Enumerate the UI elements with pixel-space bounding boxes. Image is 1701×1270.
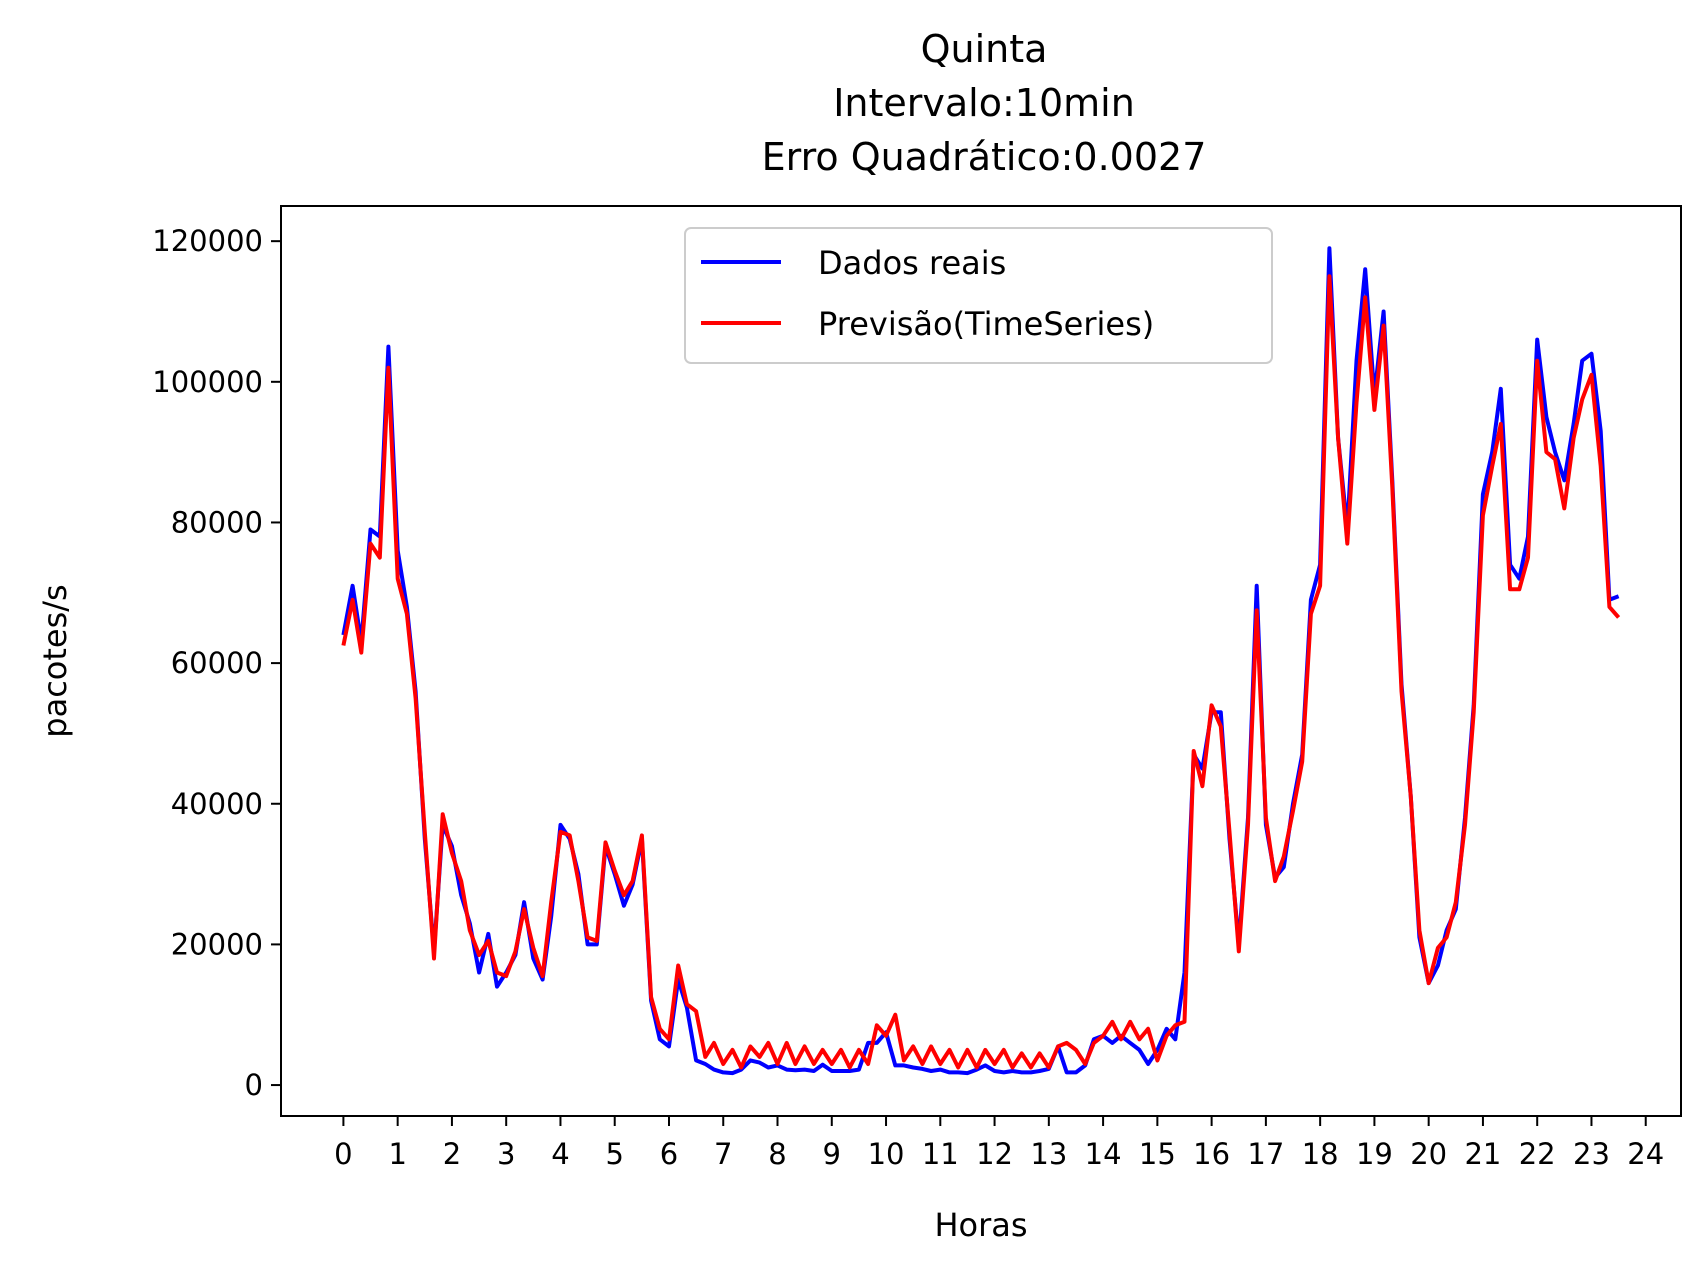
x-tick-label: 19 <box>1356 1137 1393 1171</box>
y-tick-label: 0 <box>245 1068 263 1102</box>
x-tick-label: 9 <box>823 1137 841 1171</box>
x-tick-label: 1 <box>388 1137 406 1171</box>
plot-frame <box>280 205 1682 1117</box>
legend: Dados reais Previsão(TimeSeries) <box>684 227 1273 364</box>
series-line-previsao <box>341 274 1621 1070</box>
legend-box <box>684 227 1273 364</box>
x-tick-label: 23 <box>1573 1137 1610 1171</box>
x-tick-label: 4 <box>551 1137 569 1171</box>
y-tick-label: 80000 <box>171 505 263 539</box>
chart-title-line-2: Intervalo:10min <box>833 81 1135 125</box>
x-tick-label: 10 <box>868 1137 905 1171</box>
x-tick-label: 8 <box>768 1137 786 1171</box>
y-tick-label: 100000 <box>152 365 263 399</box>
x-axis-label: Horas <box>934 1206 1027 1244</box>
x-tick-label: 24 <box>1627 1137 1664 1171</box>
y-axis: 0 20000 40000 60000 80000 100000 120000 <box>152 224 281 1102</box>
x-tick-label: 2 <box>443 1137 461 1171</box>
x-tick-label: 17 <box>1247 1137 1284 1171</box>
y-tick-label: 40000 <box>171 787 263 821</box>
x-tick-label: 12 <box>976 1137 1013 1171</box>
x-tick-label: 20 <box>1410 1137 1447 1171</box>
x-tick-label: 16 <box>1193 1137 1230 1171</box>
series-layer <box>341 246 1621 1076</box>
x-tick-label: 5 <box>605 1137 623 1171</box>
legend-label-previsao: Previsão(TimeSeries) <box>818 305 1154 343</box>
x-tick-label: 7 <box>714 1137 732 1171</box>
chart-title-line-3: Erro Quadrático:0.0027 <box>762 135 1207 179</box>
x-tick-label: 0 <box>334 1137 352 1171</box>
x-tick-label: 15 <box>1139 1137 1176 1171</box>
y-tick-label: 60000 <box>171 646 263 680</box>
y-axis-label: pacotes/s <box>36 584 74 737</box>
x-tick-label: 13 <box>1030 1137 1067 1171</box>
x-tick-label: 3 <box>497 1137 515 1171</box>
x-tick-label: 6 <box>660 1137 678 1171</box>
x-tick-label: 21 <box>1464 1137 1501 1171</box>
x-tick-label: 14 <box>1085 1137 1122 1171</box>
x-axis: 0 1 2 3 4 5 6 7 8 9 10 11 12 13 14 15 16 17 18 19 20 21 22 23 24 <box>334 1116 1664 1171</box>
chart-title-line-1: Quinta <box>921 27 1048 71</box>
x-tick-label: 18 <box>1302 1137 1339 1171</box>
x-tick-label: 22 <box>1519 1137 1556 1171</box>
y-tick-label: 20000 <box>171 927 263 961</box>
x-tick-label: 11 <box>922 1137 959 1171</box>
legend-label-dados-reais: Dados reais <box>818 244 1006 282</box>
y-tick-label: 120000 <box>152 224 263 258</box>
